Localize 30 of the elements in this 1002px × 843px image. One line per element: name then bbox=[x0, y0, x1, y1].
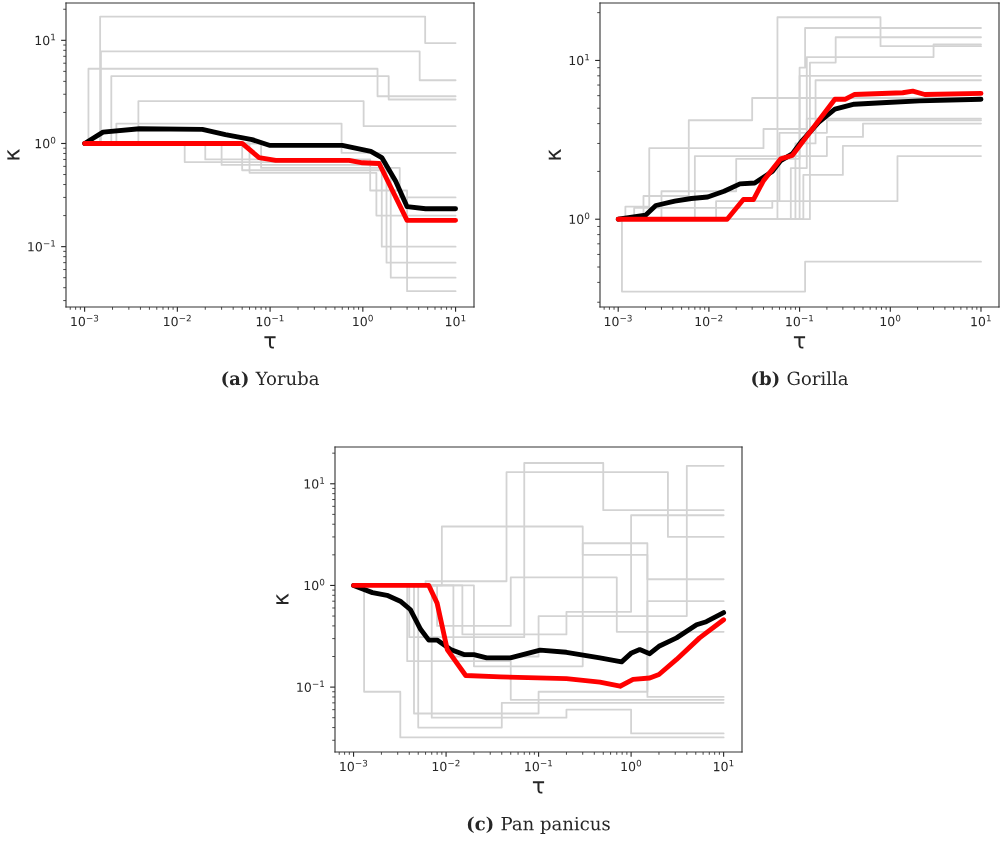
x-tick-label: 10$^{−3}$ bbox=[340, 759, 368, 772]
x-tick-label: 10$^{1}$ bbox=[445, 314, 466, 327]
y-axis-title: κ bbox=[7, 148, 20, 160]
x-axis-title: τ bbox=[264, 336, 276, 349]
text: (c) Pan panicus bbox=[467, 816, 610, 834]
x-tick-label: 10$^{−2}$ bbox=[164, 314, 191, 327]
x-tick-label: 10$^{−3}$ bbox=[604, 314, 632, 327]
y-tick-label: 10$^{−1}$ bbox=[297, 680, 325, 692]
y-axis-title: κ bbox=[276, 593, 289, 604]
x-tick-label: 10$^{0}$ bbox=[621, 759, 642, 772]
x-axis-title: τ bbox=[532, 781, 545, 794]
x-tick-label: 10$^{1}$ bbox=[713, 759, 734, 772]
y-tick-label: 10$^{1}$ bbox=[35, 33, 56, 46]
y-tick-label: 10$^{0}$ bbox=[304, 578, 325, 591]
x-tick-label: 10$^{0}$ bbox=[880, 314, 901, 327]
text: (a) Yoruba bbox=[222, 371, 319, 388]
y-axis-title: κ bbox=[548, 148, 561, 160]
x-tick-label: 10$^{−2}$ bbox=[695, 314, 723, 327]
x-tick-label: 10$^{−1}$ bbox=[786, 314, 814, 327]
x-tick-label: 10$^{0}$ bbox=[353, 314, 373, 327]
y-tick-label: 10$^{1}$ bbox=[304, 477, 325, 489]
x-tick-label: 10$^{−2}$ bbox=[432, 759, 460, 772]
x-tick-label: 10$^{−1}$ bbox=[256, 314, 284, 327]
x-tick-label: 10$^{−3}$ bbox=[71, 314, 99, 327]
x-axis-title: τ bbox=[793, 336, 806, 349]
x-tick-label: 10$^{−1}$ bbox=[525, 759, 553, 772]
text: (b) Gorilla bbox=[752, 371, 848, 388]
y-tick-label: 10$^{−1}$ bbox=[28, 240, 56, 252]
y-tick-label: 10$^{0}$ bbox=[35, 136, 56, 149]
x-tick-label: 10$^{1}$ bbox=[971, 314, 991, 327]
